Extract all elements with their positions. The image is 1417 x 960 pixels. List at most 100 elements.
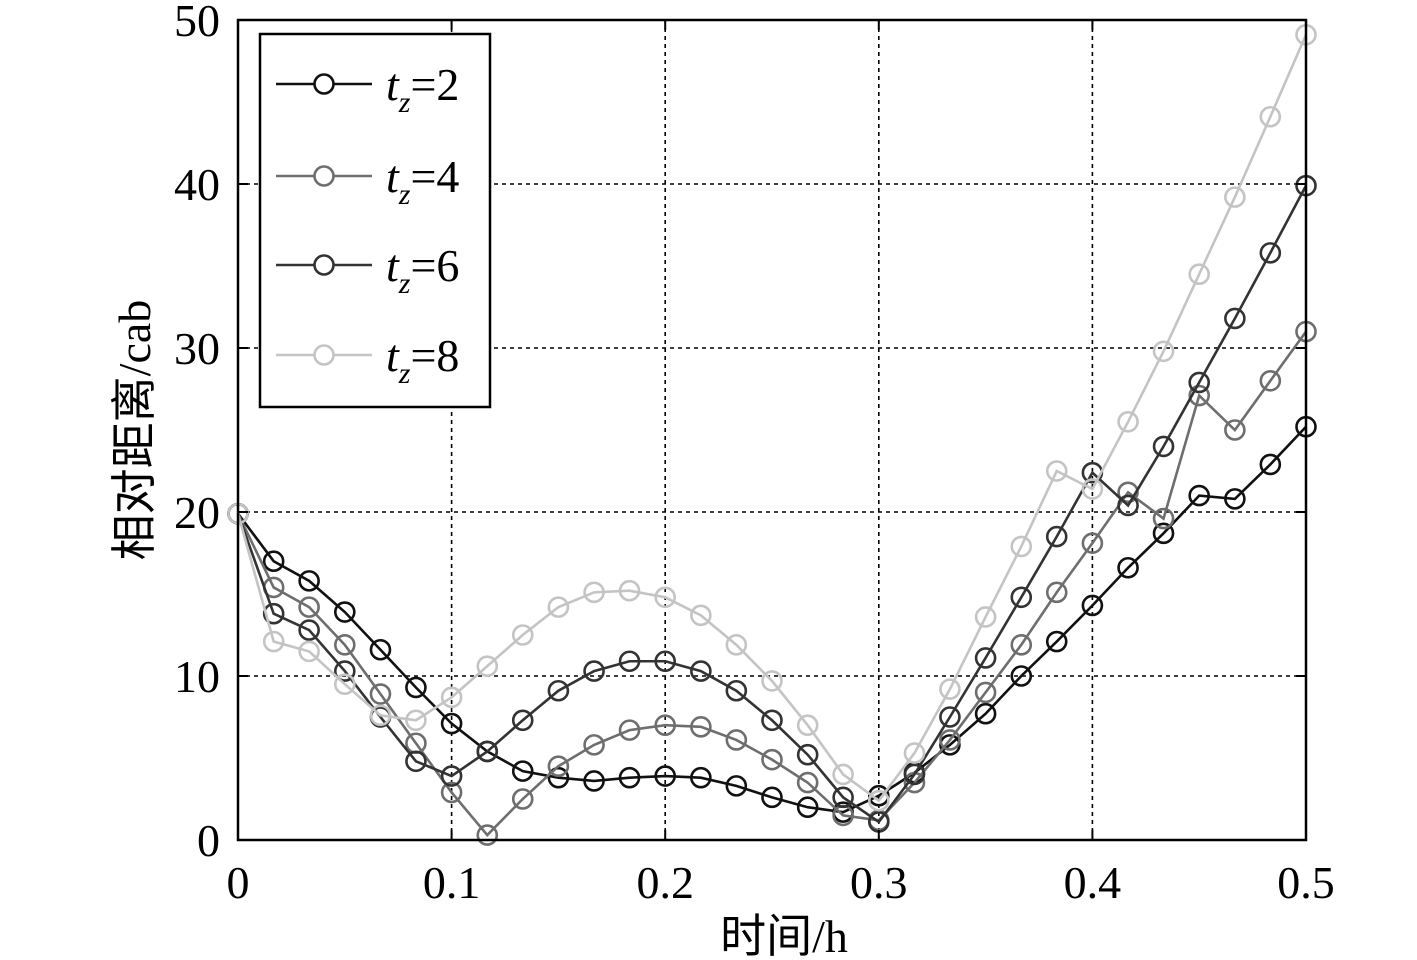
- data-point: [440, 765, 463, 787]
- legend: tz=2tz=4tz=6tz=8: [258, 32, 492, 409]
- data-point: [333, 601, 356, 623]
- data-point: [511, 624, 534, 646]
- data-point: [1045, 460, 1068, 482]
- axis-ticks: [237, 19, 1307, 841]
- data-point: [1188, 263, 1210, 286]
- legend-label-base: t: [386, 151, 400, 202]
- legend-label: tz=2: [386, 59, 459, 119]
- data-point: [583, 660, 605, 682]
- data-point: [1081, 478, 1104, 500]
- data-point: [796, 743, 819, 766]
- data-point: [654, 650, 677, 673]
- series-layer: [227, 23, 1317, 846]
- data-point: [939, 706, 961, 728]
- data-point: [1117, 410, 1139, 433]
- data-point: [440, 781, 463, 804]
- data-point: [262, 550, 285, 573]
- data-point: [796, 796, 819, 819]
- legend-box: [258, 32, 492, 409]
- legend-swatch-marker: [313, 254, 335, 276]
- y-tick-label: 0: [197, 815, 220, 866]
- data-point: [476, 655, 499, 677]
- data-point: [974, 606, 997, 628]
- data-point: [832, 786, 854, 809]
- data-point: [1010, 586, 1033, 609]
- legend-label: tz=4: [386, 151, 459, 211]
- data-point: [903, 763, 926, 786]
- data-point: [1117, 481, 1139, 504]
- data-point: [618, 766, 641, 789]
- legend-label-subscript: z: [398, 86, 411, 119]
- data-point: [298, 619, 320, 641]
- data-point: [761, 748, 783, 771]
- data-point: [547, 766, 570, 789]
- data-point: [298, 640, 320, 663]
- legend-label-base: t: [386, 330, 400, 381]
- data-point: [974, 681, 997, 704]
- data-point: [298, 570, 320, 592]
- plot-frame: [236, 18, 1308, 842]
- data-point: [547, 596, 570, 618]
- data-point: [1224, 488, 1246, 510]
- data-point: [511, 788, 534, 810]
- series-2: [227, 174, 1317, 833]
- data-point: [939, 678, 961, 700]
- data-point: [867, 789, 890, 812]
- data-point: [583, 734, 605, 756]
- data-point: [618, 579, 641, 602]
- data-point: [476, 824, 499, 846]
- data-point: [333, 634, 356, 656]
- series-line: [236, 185, 1308, 824]
- data-point: [1188, 484, 1210, 507]
- data-point: [1152, 340, 1175, 363]
- legend-label-value: =2: [410, 59, 459, 110]
- x-tick-label: 0.2: [636, 857, 694, 908]
- legend-label-base: t: [386, 240, 400, 291]
- data-point: [1081, 594, 1104, 617]
- legend-label-value: =6: [410, 240, 459, 291]
- legend-label-base: t: [386, 59, 400, 110]
- legend-label: tz=6: [386, 240, 459, 300]
- data-point: [690, 766, 712, 789]
- data-point: [1010, 535, 1033, 558]
- data-point: [1117, 494, 1139, 517]
- data-point: [903, 742, 926, 764]
- data-point: [333, 673, 356, 696]
- legend-swatch-marker: [313, 73, 335, 95]
- data-point: [832, 763, 854, 786]
- data-point: [547, 755, 570, 778]
- data-point: [1045, 525, 1068, 548]
- y-axis-label: 相对距离/cab: [109, 300, 160, 561]
- data-point: [725, 729, 748, 751]
- data-point: [369, 683, 392, 705]
- data-point: [583, 770, 605, 792]
- series-line: [236, 34, 1308, 803]
- series-3: [227, 23, 1317, 812]
- legend-label-value: =8: [410, 330, 459, 381]
- data-point: [690, 660, 712, 682]
- data-point: [974, 647, 997, 669]
- legend-swatch-marker: [313, 165, 335, 187]
- data-point: [583, 581, 605, 604]
- legend-entry: tz=8: [276, 330, 459, 390]
- data-point: [725, 634, 748, 656]
- data-point: [1117, 556, 1139, 579]
- data-point: [369, 638, 392, 661]
- tick-labels: 0 0.1 0.2 0.3 0.4 0.5 0 10 20 30 40 50: [174, 0, 1335, 908]
- data-point: [405, 750, 427, 773]
- legend-label: tz=8: [386, 330, 459, 390]
- series-line: [236, 330, 1308, 838]
- data-point: [440, 712, 463, 735]
- data-point: [796, 714, 819, 737]
- data-point: [440, 686, 463, 709]
- data-point: [1259, 453, 1282, 476]
- legend-label-subscript: z: [398, 357, 411, 390]
- data-point: [618, 650, 641, 673]
- series-line: [236, 425, 1307, 814]
- x-tick-label: 0.1: [423, 857, 481, 908]
- x-tick-label: 0.3: [850, 857, 908, 908]
- data-point: [1152, 435, 1175, 458]
- data-point: [690, 716, 712, 738]
- data-point: [1224, 307, 1246, 330]
